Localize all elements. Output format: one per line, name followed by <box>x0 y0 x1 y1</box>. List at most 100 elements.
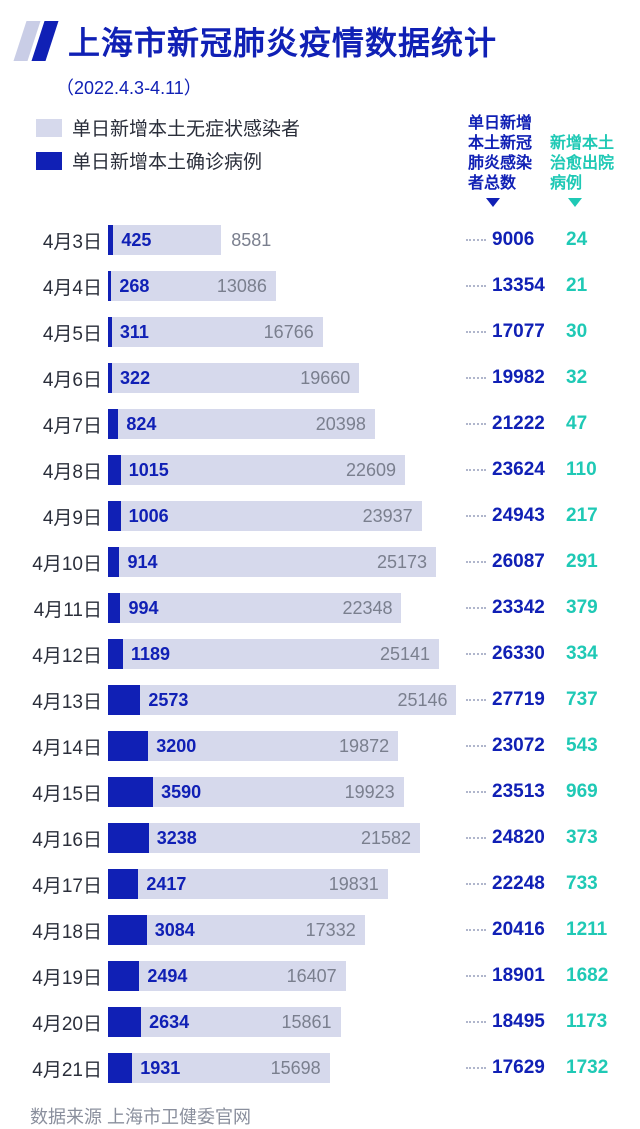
label-asymp: 20398 <box>310 409 366 439</box>
label-asymp: 19831 <box>323 869 379 899</box>
value-total: 18901 <box>492 965 556 987</box>
dotted-leader <box>466 377 486 379</box>
triangle-down-icon <box>568 198 582 207</box>
bar-confirmed <box>108 731 148 761</box>
label-asymp: 19660 <box>294 363 350 393</box>
label-asymp: 8581 <box>225 225 271 255</box>
label-confirmed: 2634 <box>143 1007 189 1037</box>
value-recovered: 969 <box>566 781 622 803</box>
dotted-leader <box>466 515 486 517</box>
data-row: 4月9日10062393724943217 <box>30 493 622 539</box>
data-row: 4月10日9142517326087291 <box>30 539 622 585</box>
label-asymp: 13086 <box>211 271 267 301</box>
value-total: 26330 <box>492 643 556 665</box>
bar-confirmed <box>108 915 147 945</box>
data-row: 4月12日11892514126330334 <box>30 631 622 677</box>
data-row: 4月21日193115698176291732 <box>30 1045 622 1091</box>
data-row: 4月6日322196601998232 <box>30 355 622 401</box>
value-recovered: 1173 <box>566 1011 622 1033</box>
bar-area: 2494 16407 <box>108 961 460 991</box>
value-recovered: 1732 <box>566 1057 622 1079</box>
row-date: 4月20日 <box>30 1009 108 1036</box>
dotted-leader <box>466 285 486 287</box>
dotted-leader <box>466 239 486 241</box>
legend-asymp-label: 单日新增本土无症状感染者 <box>72 114 300 141</box>
value-total: 17077 <box>492 321 556 343</box>
data-row: 4月8日10152260923624110 <box>30 447 622 493</box>
row-date: 4月7日 <box>30 411 108 438</box>
label-confirmed: 322 <box>114 363 150 393</box>
label-confirmed: 3200 <box>150 731 196 761</box>
label-confirmed: 1015 <box>123 455 169 485</box>
source-text: 数据来源 上海市卫健委官网 <box>0 1091 640 1129</box>
legend-confirmed-label: 单日新增本土确诊病例 <box>72 147 262 174</box>
value-recovered: 217 <box>566 505 622 527</box>
bar-area: 322 19660 <box>108 363 460 393</box>
value-total: 9006 <box>492 229 556 251</box>
value-total: 20416 <box>492 919 556 941</box>
bar-area: 320019872 <box>108 731 460 761</box>
label-confirmed: 1189 <box>125 639 170 669</box>
bar-confirmed <box>108 823 149 853</box>
label-asymp: 21582 <box>355 823 411 853</box>
label-confirmed: 3590 <box>155 777 201 807</box>
label-confirmed: 2494 <box>141 961 187 991</box>
data-row: 4月20日263415861184951173 <box>30 999 622 1045</box>
value-total: 19982 <box>492 367 556 389</box>
legend-confirmed: 单日新增本土确诊病例 <box>36 147 468 174</box>
label-asymp: 23937 <box>357 501 413 531</box>
value-recovered: 30 <box>566 321 622 343</box>
bar-confirmed <box>108 547 119 577</box>
label-confirmed: 1006 <box>123 501 169 531</box>
data-row: 4月5日311167661707730 <box>30 309 622 355</box>
bar-area: 2634 15861 <box>108 1007 460 1037</box>
row-date: 4月10日 <box>30 549 108 576</box>
label-asymp: 15861 <box>276 1007 332 1037</box>
value-recovered: 24 <box>566 229 622 251</box>
value-total: 26087 <box>492 551 556 573</box>
value-total: 22248 <box>492 873 556 895</box>
label-confirmed: 2417 <box>140 869 186 899</box>
label-confirmed: 1931 <box>134 1053 180 1083</box>
header: 上海市新冠肺炎疫情数据统计 <box>0 0 640 68</box>
value-total: 23342 <box>492 597 556 619</box>
bar-confirmed <box>108 363 112 393</box>
dotted-leader <box>466 1067 486 1069</box>
bar-confirmed <box>108 271 111 301</box>
bar-area: 99422348 <box>108 593 460 623</box>
value-recovered: 1682 <box>566 965 622 987</box>
label-asymp: 16407 <box>281 961 337 991</box>
value-recovered: 379 <box>566 597 622 619</box>
row-date: 4月16日 <box>30 825 108 852</box>
label-confirmed: 914 <box>121 547 157 577</box>
value-recovered: 1211 <box>566 919 622 941</box>
value-total: 27719 <box>492 689 556 711</box>
label-confirmed: 268 <box>113 271 149 301</box>
bar-area: 308417332 <box>108 915 460 945</box>
dotted-leader <box>466 699 486 701</box>
bar-area: 1931 15698 <box>108 1053 460 1083</box>
label-confirmed: 3238 <box>151 823 197 853</box>
bar-confirmed <box>108 501 121 531</box>
bar-confirmed <box>108 455 121 485</box>
dotted-leader <box>466 791 486 793</box>
data-row: 4月3日4258581900624 <box>30 217 622 263</box>
data-row: 4月15日35901992323513969 <box>30 769 622 815</box>
row-date: 4月18日 <box>30 917 108 944</box>
label-asymp: 15698 <box>265 1053 321 1083</box>
bar-confirmed <box>108 777 153 807</box>
row-date: 4月3日 <box>30 227 108 254</box>
bar-confirmed <box>108 961 139 991</box>
row-date: 4月6日 <box>30 365 108 392</box>
data-row: 4月7日824203982122247 <box>30 401 622 447</box>
value-total: 13354 <box>492 275 556 297</box>
triangle-down-icon <box>486 198 500 207</box>
label-confirmed: 994 <box>122 593 158 623</box>
row-date: 4月5日 <box>30 319 108 346</box>
data-row: 4月13日25732514627719737 <box>30 677 622 723</box>
label-confirmed: 2573 <box>142 685 188 715</box>
row-date: 4月9日 <box>30 503 108 530</box>
row-date: 4月19日 <box>30 963 108 990</box>
bar-area: 82420398 <box>108 409 460 439</box>
date-range: （2022.4.3-4.11） <box>56 74 640 100</box>
